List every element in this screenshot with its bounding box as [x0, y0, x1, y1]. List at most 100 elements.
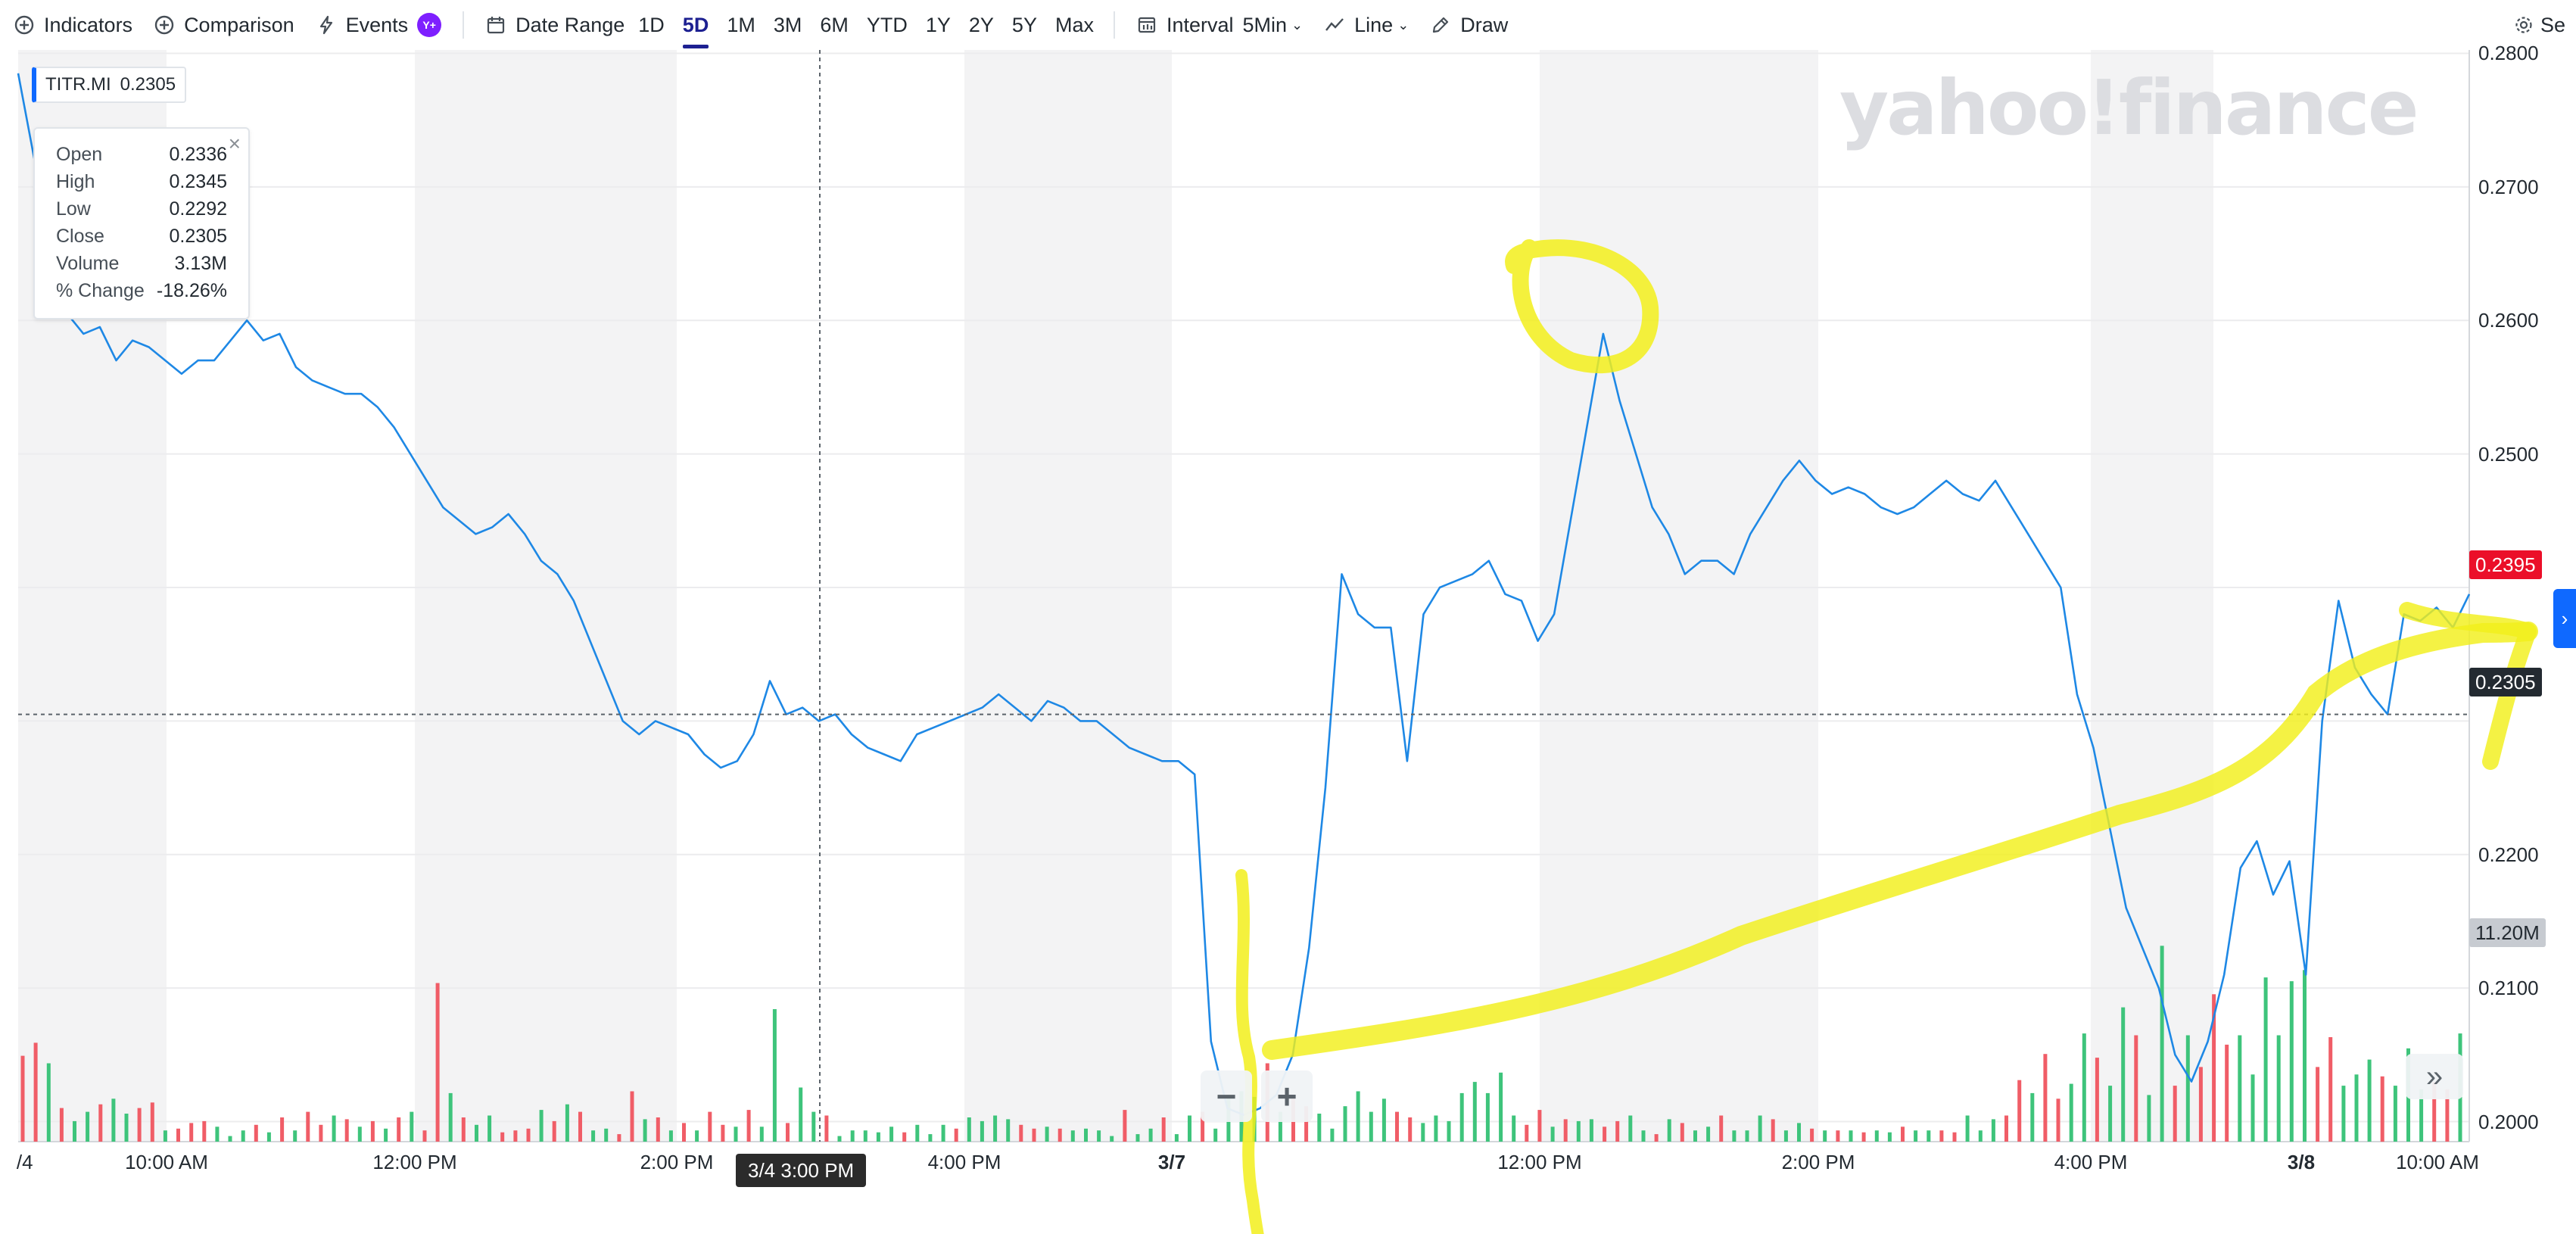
- volume-bar: [1991, 1119, 1995, 1142]
- tooltip-row: % Change -18.26%: [56, 277, 227, 304]
- date-range-button[interactable]: Date Range: [475, 0, 629, 50]
- volume-bar: [1745, 1130, 1749, 1142]
- volume-bar: [708, 1111, 712, 1142]
- volume-bar: [1070, 1130, 1075, 1142]
- tooltip-rows: Open 0.2336 High 0.2345 Low 0.2292 Close 0.2305…: [56, 141, 227, 304]
- range-button[interactable]: 5Y: [1011, 13, 1037, 36]
- x-tick-label: 4:00 PM: [927, 1151, 1001, 1173]
- volume-bar: [2017, 1080, 2022, 1142]
- volume-bar: [280, 1117, 285, 1142]
- range-button[interactable]: 5D: [674, 0, 718, 50]
- volume-bar: [2056, 1098, 2060, 1142]
- volume-bar: [2225, 1044, 2229, 1142]
- interval-button[interactable]: Interval 5Min ⌄: [1126, 0, 1313, 50]
- tooltip-value: 0.2336: [169, 143, 227, 165]
- volume-bar: [1887, 1132, 1892, 1142]
- volume-bar: [1771, 1119, 1775, 1142]
- volume-bar: [410, 1111, 414, 1142]
- volume-bar: [850, 1130, 855, 1142]
- volume-bar: [2354, 1074, 2359, 1142]
- volume-bar: [1110, 1136, 1114, 1142]
- volume-bar: [357, 1126, 362, 1142]
- volume-bar: [1641, 1130, 1646, 1142]
- events-button[interactable]: Events Y+: [305, 0, 453, 50]
- volume-bar: [2030, 1092, 2035, 1142]
- crosshair-price-badge: 0.2305: [2469, 668, 2542, 696]
- tooltip-value: -18.26%: [156, 279, 227, 301]
- volume-bar: [2263, 977, 2268, 1142]
- draw-button[interactable]: Draw: [1419, 0, 1519, 50]
- volume-bar: [2445, 1089, 2450, 1142]
- expand-panel-button[interactable]: ›: [2553, 589, 2576, 648]
- volume-bar: [2185, 1035, 2190, 1142]
- chart-type-button[interactable]: Line ⌄: [1313, 0, 1419, 50]
- volume-bar: [2238, 1035, 2242, 1142]
- price-chart[interactable]: [0, 50, 2576, 1234]
- range-button[interactable]: 6M: [820, 13, 849, 36]
- volume-bar: [2341, 1086, 2346, 1142]
- volume-bar: [1201, 1111, 1205, 1142]
- range-button[interactable]: 1D: [638, 13, 665, 36]
- last-price-badge: 0.2395: [2469, 550, 2542, 579]
- session-shade: [415, 50, 677, 1142]
- range-button[interactable]: Max: [1054, 13, 1094, 36]
- yahoo-plus-badge: Y+: [417, 13, 442, 37]
- volume-bar: [1667, 1119, 1671, 1142]
- volume-bar: [1381, 1098, 1386, 1142]
- volume-bar: [578, 1111, 582, 1142]
- indicators-button[interactable]: Indicators: [0, 0, 143, 50]
- ticker-tag[interactable]: TITR.MI 0.2305: [32, 67, 187, 103]
- volume-bar: [591, 1130, 596, 1142]
- tooltip-label: Open: [56, 143, 103, 165]
- range-button[interactable]: 1M: [727, 13, 755, 36]
- range-button[interactable]: 1Y: [925, 13, 951, 36]
- tooltip-label: Close: [56, 225, 104, 247]
- comparison-button[interactable]: Comparison: [143, 0, 305, 50]
- volume-bar: [2250, 1074, 2255, 1142]
- volume-bar: [176, 1128, 180, 1142]
- session-shade: [1540, 50, 1818, 1142]
- volume-bar: [2004, 1115, 2008, 1142]
- volume-bar: [228, 1136, 232, 1142]
- arrowhead-annotation: [2399, 602, 2537, 770]
- range-button[interactable]: 2Y: [968, 13, 994, 36]
- volume-bar: [306, 1111, 310, 1142]
- volume-bar: [889, 1126, 894, 1142]
- volume-bar: [2108, 1086, 2113, 1142]
- volume-bar: [332, 1115, 336, 1142]
- scroll-to-latest-button[interactable]: »: [2406, 1054, 2463, 1099]
- volume-bar: [1213, 1128, 1218, 1142]
- volume-bar: [202, 1120, 207, 1142]
- zoom-in-button[interactable]: +: [1261, 1070, 1313, 1122]
- volume-bar: [2134, 1035, 2138, 1142]
- tooltip-value: 0.2305: [169, 225, 227, 247]
- volume-bar: [1603, 1126, 1607, 1142]
- tooltip-value: 0.2292: [169, 198, 227, 220]
- volume-bar: [539, 1110, 544, 1142]
- close-icon[interactable]: ×: [228, 132, 241, 155]
- chart-type-value: Line: [1354, 13, 1394, 36]
- volume-bar: [124, 1114, 129, 1142]
- volume-bar: [565, 1104, 569, 1142]
- volume-bar: [435, 983, 440, 1142]
- ohlc-tooltip: × Open 0.2336 High 0.2345 Low 0.2292 Close 0.23…: [33, 127, 250, 319]
- volume-bar: [1758, 1115, 1762, 1142]
- settings-button[interactable]: Se: [2513, 0, 2565, 50]
- volume-bar: [837, 1136, 842, 1142]
- volume-bar: [1654, 1134, 1659, 1142]
- tooltip-label: Volume: [56, 252, 120, 274]
- zoom-out-button[interactable]: −: [1201, 1070, 1252, 1122]
- range-button[interactable]: 3M: [773, 13, 802, 36]
- volume-bar: [293, 1130, 297, 1142]
- tooltip-row: Low 0.2292: [56, 195, 227, 223]
- volume-bar: [370, 1120, 375, 1142]
- volume-bar: [1849, 1130, 1853, 1142]
- circle-annotation: [1505, 239, 1659, 374]
- tooltip-value: 0.2345: [169, 170, 227, 192]
- volume-bar: [1499, 1072, 1503, 1142]
- range-button[interactable]: YTD: [866, 13, 908, 36]
- volume-bar: [163, 1130, 167, 1142]
- volume-bar: [1525, 1124, 1529, 1142]
- volume-bar: [682, 1123, 686, 1142]
- volume-bar: [2160, 946, 2164, 1142]
